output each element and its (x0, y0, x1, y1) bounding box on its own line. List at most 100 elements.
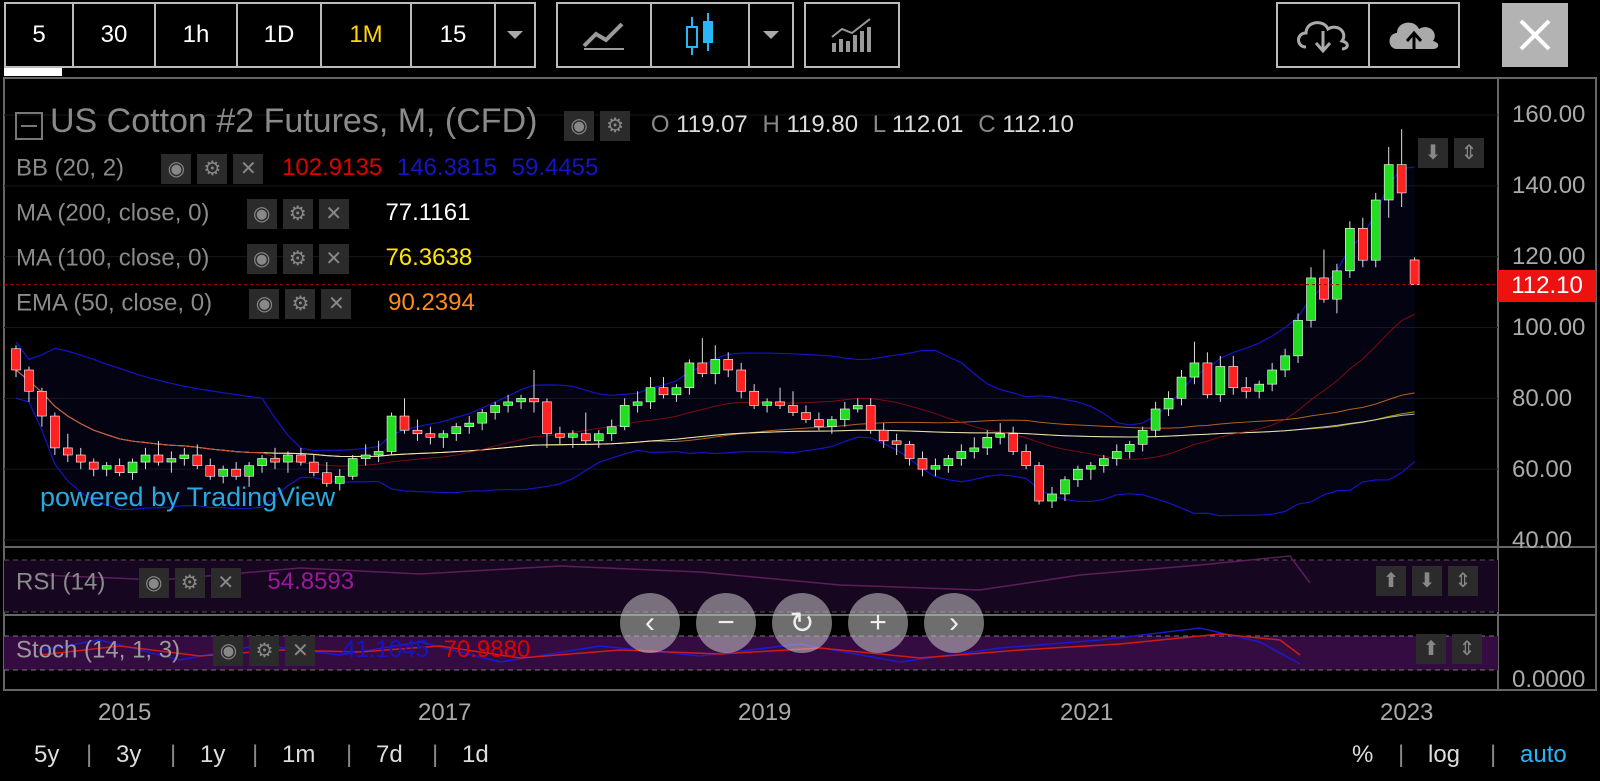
candle (503, 394, 513, 413)
gear-icon[interactable]: ⚙ (249, 636, 280, 666)
candle (1137, 426, 1148, 452)
high-value: 119.80 (786, 111, 859, 138)
auto-scale-button[interactable]: auto (1520, 741, 1567, 768)
range-1d-button[interactable]: 1d (462, 741, 489, 768)
candle-body (464, 422, 475, 427)
interval-1d-button[interactable]: 1D (238, 4, 322, 66)
gear-icon[interactable]: ⚙ (197, 154, 228, 184)
scroll-left-button[interactable]: ‹ (620, 593, 680, 653)
cloud-upload-button[interactable] (1370, 4, 1458, 66)
gear-icon[interactable]: ⚙ (282, 244, 313, 274)
expand-vertical-icon[interactable]: ⇕ (1448, 566, 1478, 596)
minus-icon: − (717, 606, 735, 639)
range-5y-button[interactable]: 5y (34, 741, 60, 768)
close-icon[interactable]: ✕ (321, 289, 352, 319)
interval-1h-button[interactable]: 1h (156, 4, 238, 66)
candle (257, 455, 267, 473)
range-1y-button[interactable]: 1y (200, 741, 226, 768)
interval-dropdown-button[interactable] (496, 4, 534, 66)
gear-icon[interactable]: ⚙ (282, 199, 313, 229)
rsi-pane-controls: ⬆ ⬇ ⇕ (1376, 566, 1484, 596)
close-icon[interactable]: ✕ (318, 244, 349, 274)
cloud-download-button[interactable] (1278, 4, 1370, 66)
close-icon[interactable]: ✕ (210, 568, 241, 598)
gear-icon[interactable]: ⚙ (174, 568, 205, 598)
percent-scale-button[interactable]: % (1352, 741, 1374, 768)
bb-basis-line (15, 313, 1415, 467)
close-icon (1519, 19, 1551, 51)
zoom-out-button[interactable]: − (696, 593, 756, 653)
gear-icon[interactable]: ⚙ (285, 289, 316, 319)
arrow-up-icon[interactable]: ⬆ (1416, 634, 1446, 664)
indicators-button[interactable] (806, 4, 898, 66)
candlestick-button[interactable] (652, 4, 750, 66)
range-7d-button[interactable]: 7d (376, 741, 403, 768)
eye-icon[interactable]: ◉ (564, 110, 595, 141)
candle (852, 398, 863, 413)
close-button[interactable] (1502, 3, 1568, 67)
plus-icon: + (869, 606, 887, 639)
candle (114, 458, 125, 477)
eye-icon[interactable]: ◉ (213, 636, 244, 666)
candle-body (425, 433, 436, 438)
interval-30-button[interactable]: 30 (74, 4, 156, 66)
scroll-right-button[interactable]: › (924, 593, 984, 653)
interval-15-button[interactable]: 15 (412, 4, 496, 66)
candle (386, 412, 397, 455)
open-label: O (650, 111, 670, 138)
candle (1215, 355, 1226, 402)
timeline-scroll-thumb[interactable] (4, 68, 62, 76)
log-scale-button[interactable]: log (1428, 741, 1461, 768)
close-icon[interactable]: ✕ (285, 636, 316, 666)
interval-1m-button[interactable]: 1M (322, 4, 412, 66)
eye-icon[interactable]: ◉ (161, 154, 192, 184)
ma100-value: 76.3638 (385, 244, 473, 272)
reset-button[interactable]: ↻ (772, 593, 832, 653)
zoom-in-button[interactable]: + (848, 593, 908, 653)
chart-type-dropdown-button[interactable] (750, 4, 792, 66)
candle (1021, 444, 1031, 470)
ma100-label: MA (100, close, 0) (16, 244, 210, 272)
candle (555, 426, 565, 445)
eye-icon[interactable]: ◉ (246, 199, 277, 229)
tradingview-watermark[interactable]: powered by TradingView (40, 482, 336, 512)
arrow-down-icon[interactable]: ⬇ (1418, 138, 1448, 168)
eye-icon[interactable]: ◉ (249, 289, 280, 319)
expand-vertical-icon[interactable]: ⇕ (1452, 634, 1482, 664)
arrow-up-icon[interactable]: ⬆ (1376, 566, 1406, 596)
candle (1202, 352, 1213, 399)
eye-icon[interactable]: ◉ (246, 244, 277, 274)
separator: | (1490, 741, 1497, 768)
close-icon[interactable]: ✕ (318, 199, 349, 229)
candle-body (309, 461, 319, 474)
expand-vertical-icon[interactable]: ⇕ (1454, 138, 1484, 168)
ema50-value: 90.2394 (388, 289, 475, 317)
candle-body (930, 465, 941, 470)
close-icon[interactable]: ✕ (233, 154, 264, 184)
moving-averages (15, 313, 1415, 467)
collapse-icon[interactable] (14, 111, 44, 141)
range-bar: 5y | 3y | 1y | 1m | 7d | 1d % | log | au… (0, 733, 1600, 781)
refresh-icon: ↻ (789, 606, 815, 640)
candle-body (1215, 366, 1226, 396)
interval-group: 5 30 1h 1D 1M 15 (4, 2, 536, 68)
range-3y-button[interactable]: 3y (116, 741, 142, 768)
price-tick: 80.00 (1512, 385, 1573, 412)
gear-icon[interactable]: ⚙ (600, 110, 631, 141)
range-1m-button[interactable]: 1m (282, 741, 316, 768)
candle (658, 377, 669, 399)
candle (1124, 440, 1135, 459)
arrow-down-icon[interactable]: ⬇ (1412, 566, 1442, 596)
candle-body (827, 419, 837, 427)
candle (399, 398, 410, 434)
price-tick: 120.00 (1512, 243, 1586, 270)
rsi-value: 54.8593 (267, 568, 355, 596)
candle (1293, 313, 1303, 363)
interval-5-button[interactable]: 5 (6, 4, 74, 66)
eye-icon[interactable]: ◉ (138, 568, 169, 598)
line-chart-button[interactable] (558, 4, 652, 66)
price-tick: 160.00 (1512, 101, 1586, 128)
ma100-legend: MA (100, close, 0) ◉ ⚙ ✕ 76.3638 (16, 244, 472, 274)
candle (645, 377, 656, 409)
candle-body (568, 433, 578, 438)
